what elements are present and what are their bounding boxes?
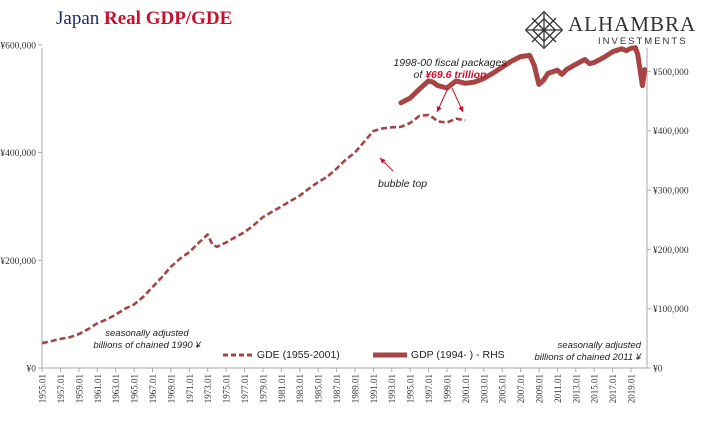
x-tick-label: 1981.01 [277, 374, 287, 403]
x-tick-label: 1977.01 [240, 374, 250, 403]
x-tick-label: 1971.01 [185, 374, 195, 403]
x-tick-label: 1991.01 [369, 374, 379, 403]
alhambra-logo-icon [524, 10, 564, 50]
x-tick-label: 1955.01 [38, 374, 48, 403]
right-note-line-2: billions of chained 2011 ¥ [534, 352, 641, 363]
left-note-line-1: seasonally adjusted [105, 328, 189, 339]
fiscal-annotation: 1998-00 fiscal packages of ¥69.6 trillio… [380, 57, 520, 81]
brand-name: ALHAMBRA [568, 12, 697, 36]
x-tick-label: 2017.01 [608, 374, 618, 403]
x-tick-label: 2015.01 [590, 374, 600, 403]
x-tick-label: 2005.01 [498, 374, 508, 403]
x-tick-label: 2019.01 [626, 374, 636, 403]
x-tick-label: 1999.01 [442, 374, 452, 403]
x-tick-label: 1995.01 [406, 374, 416, 403]
x-tick-label: 2007.01 [516, 374, 526, 403]
x-tick-label: 2003.01 [479, 374, 489, 403]
y-right-tick-label: ¥500,000 [653, 68, 689, 78]
x-tick-label: 1965.01 [130, 374, 140, 403]
bubble-arrow-head [380, 158, 386, 164]
series-gdp-line [398, 45, 648, 106]
x-tick-label: 1959.01 [74, 374, 84, 403]
x-tick-label: 1957.01 [56, 374, 66, 403]
y-right-tick-label: ¥200,000 [653, 246, 689, 256]
fiscal-annotation-line-1: 1998-00 fiscal packages [393, 57, 507, 69]
legend-2: GDP (1994- ) - RHS [372, 349, 505, 361]
bubble-annotation: bubble top [378, 178, 428, 190]
y-right-tick-label: ¥100,000 [653, 305, 689, 315]
x-tick-label: 2013.01 [571, 374, 581, 403]
x-tick-label: 1979.01 [258, 374, 268, 403]
right-axis-note: seasonally adjusted billions of chained … [505, 340, 641, 364]
chart-title-country: Japan [56, 8, 100, 29]
fiscal-arrow-right-head [458, 106, 464, 112]
y-left-tick-label: ¥0 [27, 365, 37, 375]
x-tick-label: 1963.01 [111, 374, 121, 403]
left-axis-note: seasonally adjusted billions of chained … [72, 328, 222, 352]
fiscal-arrow-left-head [436, 106, 442, 112]
x-tick-label: 1967.01 [148, 374, 158, 403]
x-tick-label: 1961.01 [93, 374, 103, 403]
series-gde-line [41, 113, 466, 345]
x-tick-label: 2001.01 [461, 374, 471, 403]
brand-subtitle: INVESTMENTS [598, 36, 688, 47]
x-tick-label: 1975.01 [222, 374, 232, 403]
x-tick-label: 1997.01 [424, 374, 434, 403]
x-tick-label: 2009.01 [534, 374, 544, 403]
fiscal-annotation-prefix: of [413, 69, 426, 81]
x-tick-label: 1985.01 [314, 374, 324, 403]
y-right-tick-label: ¥0 [653, 365, 663, 375]
fiscal-annotation-value: ¥69.6 trillion [425, 69, 487, 81]
y-left-tick-label: ¥200,000 [0, 257, 36, 267]
x-tick-label: 1983.01 [295, 374, 305, 403]
x-tick-label: 1989.01 [350, 374, 360, 403]
chart-title: Japan Real GDP/GDE [56, 8, 232, 30]
legend: GDE (1955-2001) [222, 349, 340, 361]
y-right-tick-label: ¥300,000 [653, 187, 689, 197]
legend-gde-swatch [223, 353, 253, 357]
left-note-line-2: billions of chained 1990 ¥ [93, 340, 201, 351]
x-tick-label: 1987.01 [332, 374, 342, 403]
y-left-tick-label: ¥400,000 [0, 149, 36, 159]
y-right-tick-label: ¥400,000 [653, 127, 689, 137]
legend-gdp-label: GDP (1994- ) - RHS [410, 349, 505, 361]
legend-gdp-swatch [373, 352, 407, 358]
y-left-tick-label: ¥600,000 [0, 41, 36, 51]
chart-title-metric: Real GDP/GDE [104, 8, 233, 29]
x-tick-label: 1969.01 [166, 374, 176, 403]
x-tick-label: 2011.01 [553, 374, 563, 403]
legend-gde-label: GDE (1955-2001) [256, 349, 340, 361]
right-note-line-1: seasonally adjusted [557, 340, 641, 351]
x-tick-label: 1973.01 [203, 374, 213, 403]
x-tick-label: 1993.01 [387, 374, 397, 403]
